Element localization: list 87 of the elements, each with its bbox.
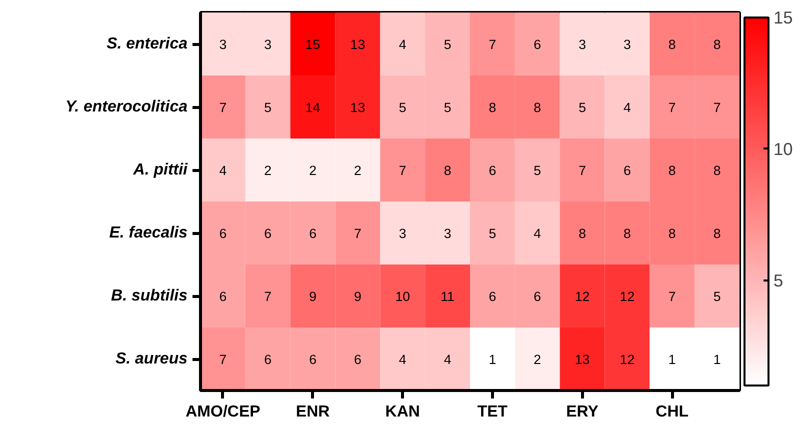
data-label: 4 <box>219 163 228 178</box>
data-label: 7 <box>578 163 586 178</box>
data-label: 1 <box>668 352 676 367</box>
data-label: 13 <box>350 100 366 115</box>
data-label: 6 <box>488 289 496 304</box>
data-label: 6 <box>488 163 496 178</box>
data-label: 4 <box>534 226 542 241</box>
data-label: 8 <box>668 163 676 178</box>
data-label: 3 <box>398 226 406 241</box>
data-label: 5 <box>444 37 452 52</box>
data-label: 2 <box>534 352 542 367</box>
data-label: 8 <box>444 163 452 178</box>
x-tick-label: CHL <box>656 404 689 420</box>
data-label: 8 <box>713 37 721 52</box>
data-label: 6 <box>309 352 317 367</box>
data-label: 7 <box>219 100 227 115</box>
data-label: 7 <box>488 37 496 52</box>
data-label: 6 <box>219 289 227 304</box>
x-tick-label: TET <box>477 404 508 420</box>
data-label: 6 <box>264 352 272 367</box>
y-tick-label: E. faecalis <box>109 224 188 242</box>
data-label: 5 <box>534 163 542 178</box>
data-label: 8 <box>713 163 721 178</box>
data-label: 7 <box>398 163 406 178</box>
data-label: 8 <box>713 226 721 241</box>
data-label: 4 <box>444 352 452 367</box>
x-tick-label: AMO/CEP <box>186 404 261 420</box>
data-label: 13 <box>350 37 366 52</box>
data-label: 3 <box>578 37 586 52</box>
data-label: 5 <box>444 100 452 115</box>
data-label: 5 <box>398 100 406 115</box>
data-label: 3 <box>444 226 452 241</box>
data-label: 4 <box>624 100 632 115</box>
y-tick-label: B. subtilis <box>111 288 188 304</box>
data-label: 13 <box>574 352 590 367</box>
x-tick-label: KAN <box>385 404 420 420</box>
data-label: 12 <box>620 352 635 367</box>
data-label: 6 <box>534 37 542 52</box>
data-label: 6 <box>219 226 227 241</box>
y-tick-label: Y. enterocolitica <box>65 98 188 116</box>
y-tick-label: S. enterica <box>106 36 188 52</box>
data-label: 12 <box>574 289 590 304</box>
data-label: 7 <box>668 289 676 304</box>
y-tick-label: S. aureus <box>115 350 188 368</box>
color-bar-label: 5 <box>774 270 784 290</box>
data-label: 10 <box>395 289 410 304</box>
data-label: 7 <box>713 100 721 115</box>
data-label: 5 <box>713 289 721 304</box>
data-label: 3 <box>624 37 631 52</box>
data-label: 6 <box>309 226 317 241</box>
data-label: 7 <box>219 352 227 367</box>
data-label: 3 <box>219 37 227 52</box>
data-label: 9 <box>309 289 317 304</box>
data-label: 3 <box>264 37 272 52</box>
data-label: 9 <box>354 289 362 304</box>
data-label: 7 <box>354 226 362 241</box>
data-label: 1 <box>488 352 496 367</box>
data-label: 15 <box>305 37 320 52</box>
data-label: 4 <box>398 37 407 52</box>
data-label: 2 <box>264 163 272 178</box>
data-label: 5 <box>488 226 496 241</box>
data-label: 1 <box>713 352 721 367</box>
color-bar-label: 15 <box>774 8 793 28</box>
data-label: 2 <box>309 163 317 178</box>
data-label: 8 <box>668 226 676 241</box>
y-tick-label: A. pittii <box>132 162 188 178</box>
data-label: 7 <box>264 289 272 304</box>
data-label: 6 <box>534 289 542 304</box>
data-label: 6 <box>624 163 631 178</box>
data-label: 8 <box>534 100 542 115</box>
color-bar-label: 10 <box>774 138 793 159</box>
data-label: 12 <box>620 289 635 304</box>
data-label: 2 <box>354 163 362 178</box>
x-tick-label: ENR <box>296 404 330 420</box>
data-label: 8 <box>624 226 631 241</box>
data-label: 6 <box>354 352 362 367</box>
data-label: 8 <box>578 226 586 241</box>
data-label: 11 <box>440 289 454 304</box>
data-label: 5 <box>264 100 272 115</box>
x-tick-label: ERY <box>566 404 599 420</box>
data-label: 5 <box>578 100 586 115</box>
data-label: 7 <box>668 100 676 115</box>
data-label: 6 <box>264 226 272 241</box>
data-label: 14 <box>305 100 321 115</box>
data-label: 8 <box>668 37 676 52</box>
data-label: 4 <box>398 352 407 367</box>
data-label: 8 <box>488 100 496 115</box>
